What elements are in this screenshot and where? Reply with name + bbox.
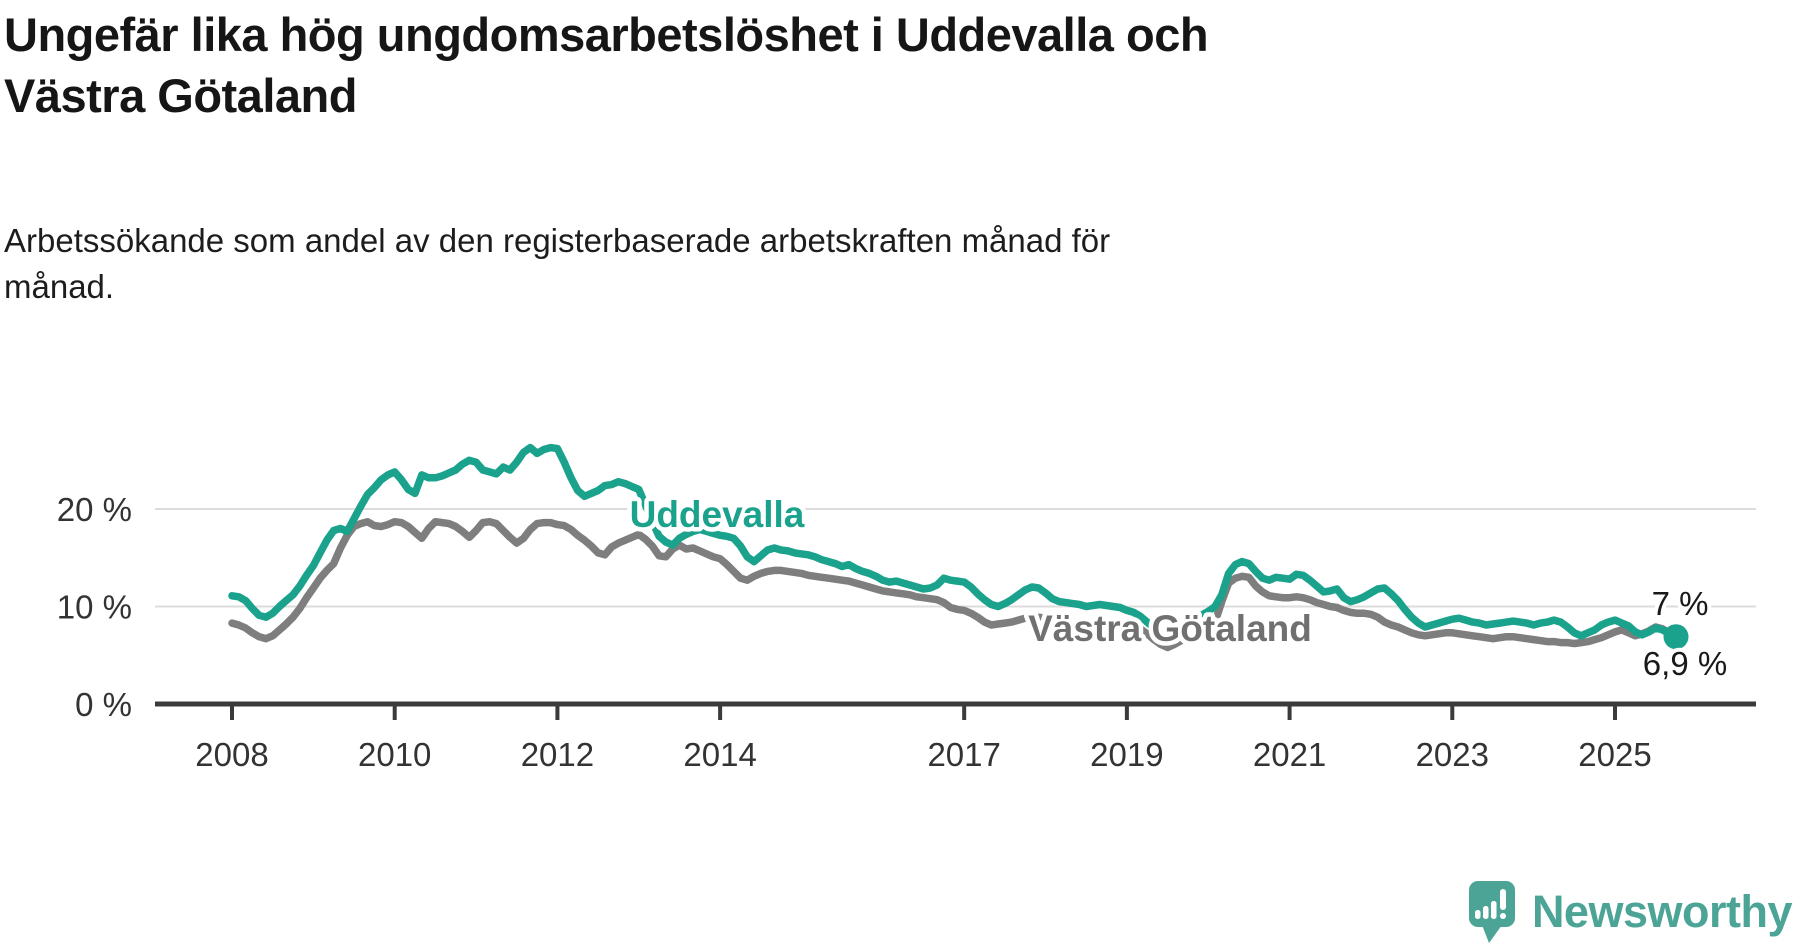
end-value-label-uddevalla: 6,9 %: [1643, 645, 1727, 682]
series-label-v-stra-g-taland: Västra Götaland: [1028, 608, 1312, 649]
series-line-v-stra-g-taland: [228, 517, 1680, 652]
brand-footer: Newsworthy: [1468, 880, 1793, 944]
series-line-uddevalla: [228, 443, 1680, 642]
x-axis-label-2023: 2023: [1416, 736, 1489, 773]
x-axis-label-2021: 2021: [1253, 736, 1326, 773]
series-end-dot: [1663, 624, 1689, 650]
newsworthy-logo-icon: [1468, 881, 1515, 943]
y-axis-label-0: 0 %: [75, 686, 132, 723]
page-title: Ungefär lika hög ungdomsarbetslöshet i U…: [4, 8, 1209, 123]
brand-name: Newsworthy: [1531, 886, 1793, 937]
x-axis-label-2014: 2014: [683, 736, 756, 773]
y-axis-label-20: 20 %: [57, 491, 132, 528]
x-axis-label-2017: 2017: [927, 736, 1000, 773]
x-axis-label-2008: 2008: [195, 736, 268, 773]
chart-subtitle: Arbetssökande som andel av den registerb…: [4, 222, 1111, 305]
series-label-uddevalla: Uddevalla: [630, 494, 805, 535]
x-axis-label-2019: 2019: [1090, 736, 1163, 773]
x-axis-label-2025: 2025: [1578, 736, 1651, 773]
x-axis-label-2010: 2010: [358, 736, 431, 773]
x-axis-label-2012: 2012: [521, 736, 594, 773]
y-axis-label-10: 10 %: [57, 589, 132, 626]
end-value-label-v-stra-g-taland: 7 %: [1652, 585, 1709, 622]
